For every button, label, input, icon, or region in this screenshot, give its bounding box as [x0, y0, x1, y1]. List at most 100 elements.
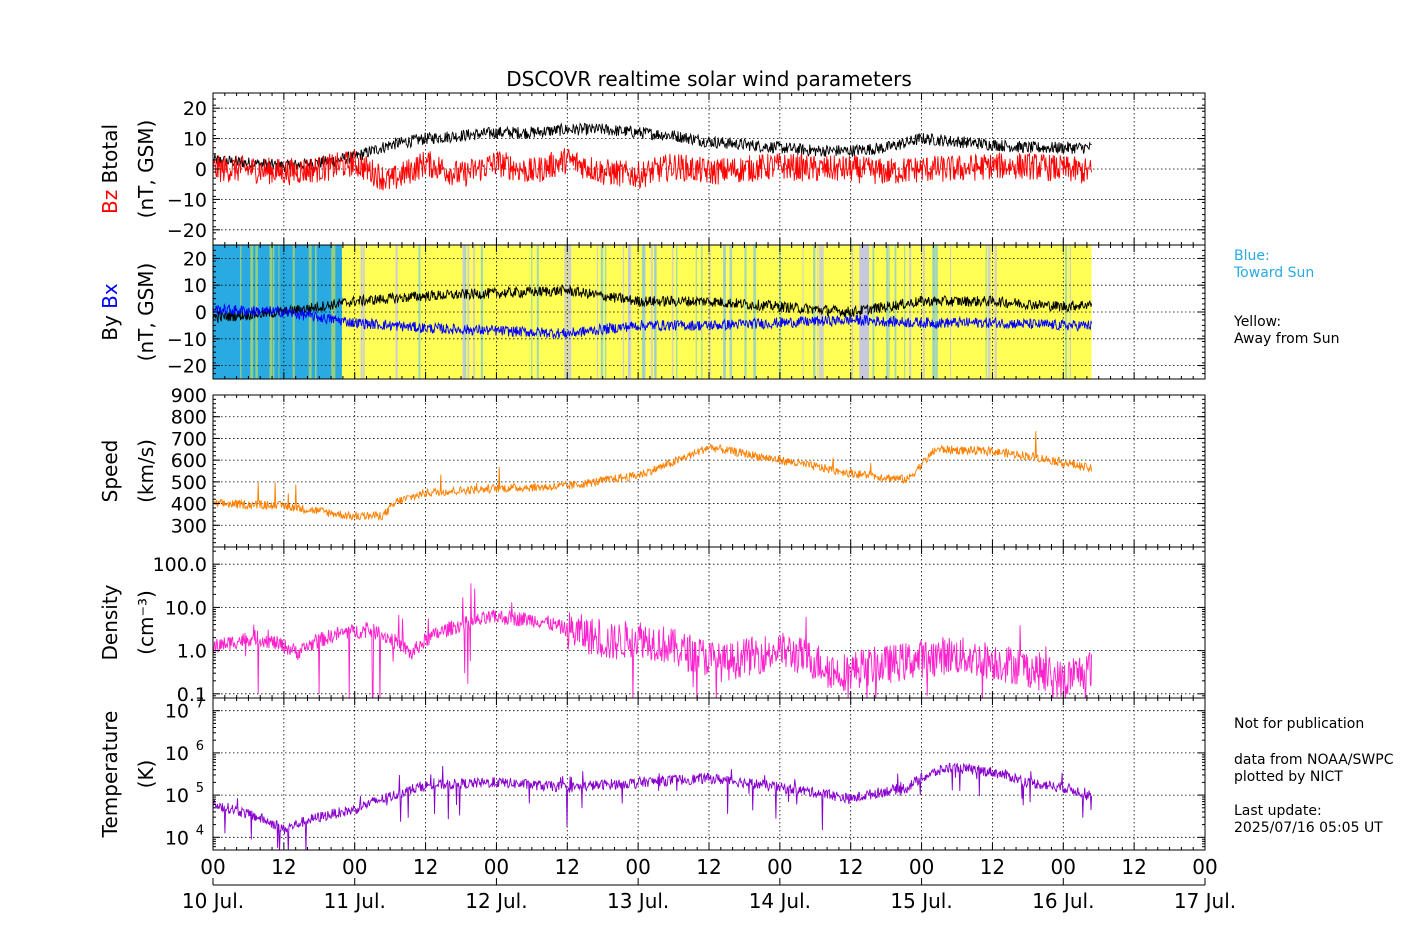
- y-tick-label: 0: [195, 159, 207, 181]
- x-tick-label: 00: [1192, 855, 1217, 879]
- disclaimer-note: Not for publication: [1234, 716, 1365, 732]
- plot-area-speed: [213, 395, 1205, 547]
- y-tick-label: 500: [171, 472, 207, 494]
- x-tick-label: 00: [484, 855, 509, 879]
- y-axis-label-sector: By Bx: [98, 283, 122, 341]
- plot-area-density: [213, 547, 1205, 698]
- y-label-part: By: [98, 315, 122, 341]
- sector-streak: [462, 245, 465, 379]
- y-tick-label: −10: [167, 189, 207, 211]
- y-tick-label: 900: [171, 385, 207, 407]
- sector-streak: [641, 245, 645, 379]
- plot-area-temperature: [213, 698, 1205, 850]
- y-tick-label: 800: [171, 407, 207, 429]
- sector-streak: [395, 245, 398, 379]
- y-axis-units-speed: (km/s): [134, 439, 158, 503]
- series-line-speed: [213, 431, 1093, 522]
- y-tick-label: −10: [167, 329, 207, 351]
- y-tick-label: 20: [183, 248, 207, 270]
- y-label-part: Bz: [98, 190, 122, 214]
- panel-magnetic: −20 −10 0 10 20 Bz Btotal (nT, GSM): [98, 92, 1206, 246]
- x-day-label: 11 Jul.: [324, 889, 386, 913]
- x-tick-label: 00: [909, 855, 934, 879]
- sector-streak: [922, 245, 925, 379]
- sector-streak: [654, 245, 657, 379]
- y-axis-units-sector: (nT, GSM): [134, 263, 158, 362]
- x-tick-label: 12: [271, 855, 296, 879]
- plot-area-magnetic: [213, 93, 1205, 245]
- y-tick-label: 0.1: [177, 684, 207, 706]
- y-tick-label: 300: [171, 515, 207, 537]
- panels: −20 −10 0 10 20 Bz Btotal (nT, GSM) −20 −10 0 10 20…: [98, 92, 1206, 851]
- sector-band-mixed: [859, 245, 870, 379]
- series-line-by: [213, 284, 1093, 324]
- series-line-btotal: [213, 122, 1092, 172]
- sector-streak: [650, 245, 653, 379]
- x-tick-label: 12: [413, 855, 438, 879]
- x-day-label: 17 Jul.: [1174, 889, 1236, 913]
- y-label-part: Bx: [98, 283, 122, 315]
- y-tick-label: −20: [167, 220, 207, 242]
- sector-streak: [723, 245, 726, 379]
- x-axis: 00 12 00 12 00 12 00 12 00 12 00 12 00 12 00 10 Jul. 11 …: [182, 855, 1236, 913]
- sector-streak: [418, 245, 421, 379]
- y-label-part: Speed: [98, 440, 122, 503]
- x-day-label: 14 Jul.: [749, 889, 811, 913]
- sector-streak: [676, 245, 678, 379]
- x-tick-label: 12: [1121, 855, 1146, 879]
- x-day-label: 10 Jul.: [182, 889, 244, 913]
- sector-streak: [904, 245, 906, 379]
- sector-streak: [894, 245, 897, 379]
- legend-away-from-sun: Yellow: Away from Sun: [1234, 314, 1340, 347]
- panel-sector: −20 −10 0 10 20 By Bx (nT, GSM): [98, 244, 1206, 380]
- x-day-label: 12 Jul.: [465, 889, 527, 913]
- series-line-density: [213, 583, 1093, 698]
- y-tick-label-exponent: 5: [196, 781, 204, 796]
- y-axis-units-temperature: (K): [134, 760, 158, 789]
- sector-streak: [531, 245, 533, 379]
- x-tick-label: 00: [1051, 855, 1076, 879]
- sector-streak: [886, 245, 889, 379]
- y-tick-label: 1.0: [177, 641, 207, 663]
- sector-streak: [362, 245, 365, 379]
- y-tick-label: 400: [171, 494, 207, 516]
- sector-streak: [671, 245, 674, 379]
- y-tick-label: 10: [183, 275, 207, 297]
- sector-streak: [463, 245, 467, 379]
- x-tick-label: 12: [980, 855, 1005, 879]
- x-tick-label: 12: [555, 855, 580, 879]
- sector-streak: [331, 245, 335, 379]
- y-tick-label: −20: [167, 356, 207, 378]
- sector-streak: [569, 245, 572, 379]
- y-label-part: Temperature: [98, 711, 122, 839]
- series-line-bx: [213, 303, 1093, 340]
- panel-density: 0.1 1.0 10.0 100.0 Density (cm⁻³): [98, 546, 1206, 706]
- y-axis-label-magnetic: Bz Btotal: [98, 124, 122, 214]
- y-tick-label: 10: [165, 743, 189, 765]
- y-tick-label-exponent: 6: [196, 739, 204, 754]
- y-label-part: Density: [98, 584, 122, 660]
- x-tick-label: 12: [838, 855, 863, 879]
- y-tick-label: 10: [165, 827, 189, 849]
- y-tick-label: 10: [165, 785, 189, 807]
- x-tick-label: 00: [200, 855, 225, 879]
- legend-toward-sun: Blue: Toward Sun: [1234, 248, 1315, 281]
- y-axis-units-magnetic: (nT, GSM): [134, 120, 158, 219]
- plot-area-sector: [213, 245, 1205, 379]
- panel-temperature: 10 4 10 5 10 6 10 7 Temperature (K): [98, 697, 1206, 851]
- y-axis-label-temperature: Temperature: [98, 711, 122, 839]
- y-axis-units-density: (cm⁻³): [134, 590, 158, 655]
- chart-title: DSCOVR realtime solar wind parameters: [506, 67, 912, 91]
- series-line-bz: [213, 148, 1093, 191]
- y-tick-label: 600: [171, 450, 207, 472]
- x-day-label: 13 Jul.: [607, 889, 669, 913]
- y-tick-label-exponent: 4: [196, 823, 204, 838]
- y-axis-label-speed: Speed: [98, 440, 122, 503]
- x-tick-label: 12: [696, 855, 721, 879]
- sector-streak: [935, 245, 938, 379]
- sector-streak: [753, 245, 757, 379]
- y-tick-label: 100.0: [153, 554, 207, 576]
- x-day-label: 15 Jul.: [890, 889, 952, 913]
